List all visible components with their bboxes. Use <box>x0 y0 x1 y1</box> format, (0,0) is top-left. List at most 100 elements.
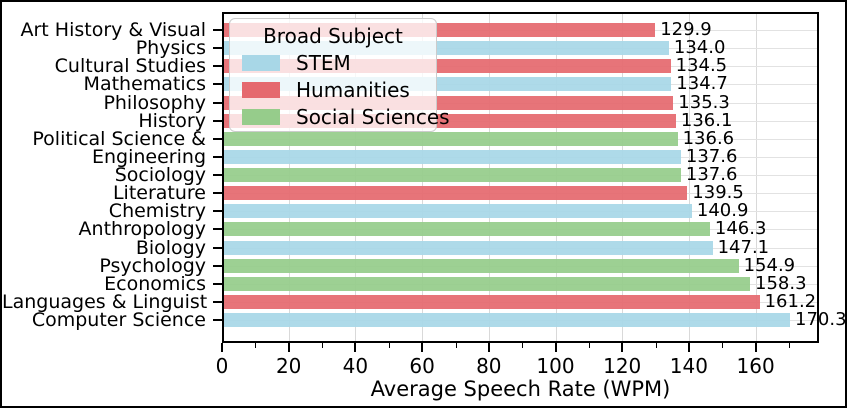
bar-value-label: 139.5 <box>692 182 744 204</box>
bar-value-label: 147.1 <box>717 236 770 258</box>
bar-value-label: 137.6 <box>685 164 738 185</box>
bar-value-label: 161.2 <box>764 290 817 312</box>
x-tick <box>754 343 757 352</box>
x-minor-tick <box>255 343 257 348</box>
bar-value-label: 134.7 <box>676 73 728 95</box>
bar <box>222 186 688 201</box>
x-tick-label: 40 <box>342 354 369 378</box>
y-tick <box>213 319 222 322</box>
y-tick <box>213 137 222 140</box>
y-tick <box>213 246 222 249</box>
x-tick-label: 160 <box>736 354 775 378</box>
x-tick-label: 0 <box>215 354 229 378</box>
bar-value-label: 154.9 <box>743 254 796 276</box>
x-axis-title: Average Speech Rate (WPM) <box>370 377 671 401</box>
y-axis-label: Biology <box>135 236 206 259</box>
x-minor-tick <box>322 343 324 348</box>
legend-item: Social Sciences <box>230 103 450 130</box>
x-tick-label: 80 <box>476 354 502 378</box>
bar-value-label: 136.6 <box>682 127 735 149</box>
bar <box>222 294 760 309</box>
x-tick <box>687 343 690 352</box>
y-tick <box>213 65 222 68</box>
legend-item-label: Humanities <box>296 77 410 102</box>
bar-value-label: 135.3 <box>678 91 730 113</box>
bar <box>222 276 750 291</box>
bar <box>222 222 710 237</box>
legend-title: Broad Subject <box>263 24 403 48</box>
y-tick <box>213 264 222 267</box>
legend-items: STEM Humanities Social Sciences <box>230 49 450 130</box>
bar-value-label: 129.9 <box>660 19 712 40</box>
legend: Broad Subject STEM Humanities Social Scien… <box>229 18 450 132</box>
y-axis-label: Languages & Linguist <box>2 290 208 313</box>
x-minor-tick <box>722 343 724 348</box>
y-axis-label: Cultural Studies <box>54 55 206 78</box>
y-axis-label: Political Science & <box>32 127 206 150</box>
x-tick <box>354 343 357 352</box>
y-axis-label: Mathematics <box>83 73 206 96</box>
bar-value-label: 134.5 <box>675 55 728 77</box>
bar <box>222 240 713 255</box>
bar-value-label: 137.6 <box>685 145 738 167</box>
x-tick-label: 140 <box>669 354 708 378</box>
x-tick-label: 60 <box>409 354 435 378</box>
y-tick <box>213 47 222 50</box>
y-axis-label: Psychology <box>99 254 206 277</box>
x-tick <box>554 343 557 352</box>
legend-item-label: Social Sciences <box>296 104 450 129</box>
bar <box>222 168 681 182</box>
y-tick <box>213 210 222 213</box>
x-gridline <box>755 12 757 343</box>
x-tick <box>421 343 424 352</box>
y-tick <box>213 300 222 303</box>
legend-swatch <box>242 108 280 125</box>
y-axis-label: Chemistry <box>108 200 206 223</box>
y-axis-label: Computer Science <box>31 309 206 332</box>
x-tick <box>621 343 624 352</box>
x-minor-tick <box>588 343 590 348</box>
legend-swatch <box>242 81 280 98</box>
y-axis-label: History <box>138 109 206 132</box>
x-minor-tick <box>522 343 524 348</box>
y-axis-label: Physics <box>135 37 206 60</box>
y-axis-label: Engineering <box>92 145 206 168</box>
legend-item-label: STEM <box>296 50 351 75</box>
x-gridline <box>688 12 690 343</box>
bar <box>222 313 790 328</box>
x-minor-tick <box>789 343 790 348</box>
x-tick-label: 120 <box>603 354 642 378</box>
y-axis-label: Art History & Visual <box>20 19 206 41</box>
bar <box>222 149 681 164</box>
plot-area: 129.9 134.0 134.5 134.7 135.3 136.1 136.6 137.6… <box>222 12 845 343</box>
y-tick <box>213 155 222 158</box>
y-tick <box>213 83 222 86</box>
x-tick-label: 100 <box>536 354 575 378</box>
y-axis-label: Literature <box>112 182 206 205</box>
y-tick <box>213 192 222 195</box>
x-tick-label: 20 <box>275 354 302 378</box>
bar <box>222 204 692 219</box>
bar-value-label: 140.9 <box>696 200 749 222</box>
y-axis-label: Philosophy <box>103 91 206 114</box>
bar-value-label: 134.0 <box>673 37 726 59</box>
y-tick <box>213 101 222 104</box>
x-minor-tick <box>455 343 457 348</box>
y-tick <box>213 29 222 31</box>
y-tick <box>213 174 222 176</box>
bar-value-label: 170.3 <box>795 309 847 331</box>
y-axis-label: Economics <box>104 272 206 295</box>
bar <box>222 131 678 146</box>
y-axis-label: Sociology <box>114 164 206 186</box>
x-tick <box>221 343 223 352</box>
y-tick <box>213 282 222 285</box>
x-tick <box>487 343 490 352</box>
legend-item: STEM <box>230 49 436 76</box>
legend-item: Humanities <box>230 76 436 103</box>
y-axis-label: Anthropology <box>78 218 206 241</box>
x-minor-tick <box>655 343 657 348</box>
x-minor-tick <box>388 343 390 348</box>
y-tick <box>213 228 222 231</box>
y-tick <box>213 119 222 122</box>
